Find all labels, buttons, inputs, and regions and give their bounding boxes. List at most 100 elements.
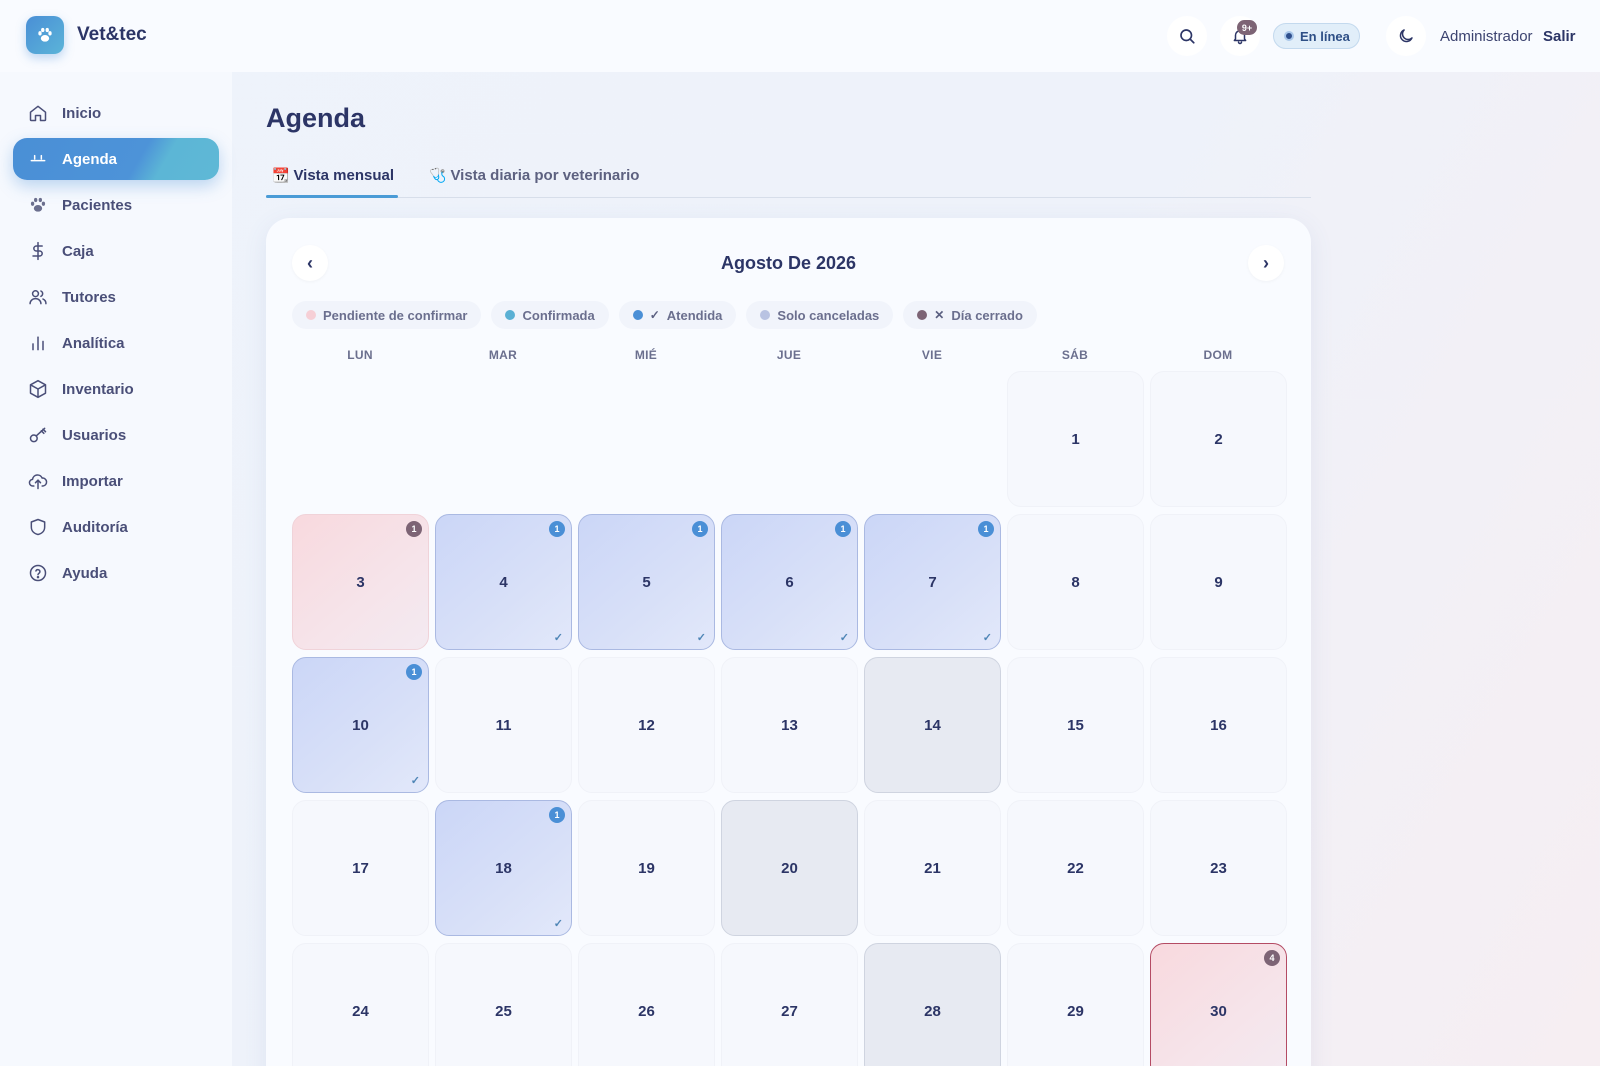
closed-dot-icon: [917, 310, 928, 320]
logo[interactable]: [26, 16, 64, 54]
calendar-day[interactable]: 25: [435, 943, 572, 1066]
calendar-day[interactable]: 13: [721, 657, 858, 793]
sidebar-item-usuarios[interactable]: Usuarios: [13, 414, 219, 456]
calendar-day[interactable]: 8: [1007, 514, 1144, 650]
check-icon: ✓: [839, 632, 849, 644]
calendar-day[interactable]: 9: [1150, 514, 1287, 650]
help-circle-icon: [27, 562, 49, 584]
sidebar-item-caja[interactable]: Caja: [13, 230, 219, 272]
check-icon: ✓: [553, 918, 563, 930]
calendar-day[interactable]: 30 4: [1150, 943, 1287, 1066]
appointment-count-badge: 1: [549, 807, 565, 823]
shield-icon: [27, 516, 49, 538]
day-number: 27: [781, 1002, 798, 1020]
sidebar-item-agenda[interactable]: Agenda: [13, 138, 219, 180]
calendar-day[interactable]: 16: [1150, 657, 1287, 793]
theme-toggle-button[interactable]: [1386, 16, 1426, 56]
attended-dot-icon: [632, 310, 643, 320]
box-icon: [27, 378, 49, 400]
appointment-count-badge: 1: [692, 521, 708, 537]
sidebar-item-inventario[interactable]: Inventario: [13, 368, 219, 410]
day-number: 7: [928, 573, 937, 591]
calendar-day[interactable]: 6 1 ✓: [721, 514, 858, 650]
search-button[interactable]: [1167, 16, 1207, 56]
calendar-day[interactable]: 14: [864, 657, 1001, 793]
calendar-day[interactable]: 12: [578, 657, 715, 793]
day-number: 16: [1210, 716, 1227, 734]
bar-chart-icon: [27, 332, 49, 354]
calendar-day[interactable]: 26: [578, 943, 715, 1066]
brand-name: Vet&tec: [77, 24, 147, 45]
calendar-day[interactable]: 20: [721, 800, 858, 936]
confirmed-dot-icon: [505, 310, 516, 320]
sidebar-item-ayuda[interactable]: Ayuda: [13, 552, 219, 594]
calendar-icon: [27, 148, 49, 170]
moon-icon: [1399, 29, 1413, 43]
calendar-day[interactable]: 21: [864, 800, 1001, 936]
active-tab-indicator: [266, 195, 398, 198]
calendar-day[interactable]: 19: [578, 800, 715, 936]
calendar-day[interactable]: 28: [864, 943, 1001, 1066]
logout-link[interactable]: Salir: [1543, 28, 1576, 45]
sidebar-item-label: Usuarios: [62, 426, 127, 444]
legend-label: Día cerrado: [951, 307, 1023, 323]
calendar-day[interactable]: 10 1 ✓: [292, 657, 429, 793]
day-number: 12: [638, 716, 655, 734]
calendar-day[interactable]: 24: [292, 943, 429, 1066]
sidebar-item-tutores[interactable]: Tutores: [13, 276, 219, 318]
calendar-day[interactable]: 2: [1150, 371, 1287, 507]
day-number: 14: [924, 716, 941, 734]
next-month-button[interactable]: ›: [1248, 245, 1284, 281]
sidebar-item-importar[interactable]: Importar: [13, 460, 219, 502]
day-number: 24: [352, 1002, 369, 1020]
status-label: En línea: [1300, 28, 1350, 44]
calendar-day[interactable]: 15: [1007, 657, 1144, 793]
prev-month-button[interactable]: ‹: [292, 245, 328, 281]
day-number: 22: [1067, 859, 1084, 877]
sidebar-item-label: Inventario: [62, 380, 134, 398]
check-icon: ✓: [553, 632, 563, 644]
day-number: 5: [642, 573, 651, 591]
sidebar-item-auditoria[interactable]: Auditoría: [13, 506, 219, 548]
calendar-day[interactable]: 18 1 ✓: [435, 800, 572, 936]
day-number: 10: [352, 716, 369, 734]
status-dot-icon: [1284, 31, 1294, 41]
day-number: 19: [638, 859, 655, 877]
sidebar-item-label: Caja: [62, 242, 94, 260]
tab-vista-mensual[interactable]: 📆 Vista mensual: [272, 167, 394, 184]
calendar-day[interactable]: 27: [721, 943, 858, 1066]
calendar-icon: 📆: [272, 167, 290, 183]
day-number: 9: [1214, 573, 1223, 591]
users-icon: [27, 286, 49, 308]
key-icon: [27, 424, 49, 446]
legend-label: Atendida: [666, 307, 723, 323]
day-number: 3: [356, 573, 365, 591]
stethoscope-icon: 🩺: [429, 167, 447, 183]
calendar-day[interactable]: 22: [1007, 800, 1144, 936]
weekday-header: LUN: [347, 348, 373, 362]
appointment-count-badge: 1: [549, 521, 565, 537]
sidebar-item-label: Analítica: [62, 334, 125, 352]
calendar-day[interactable]: 1: [1007, 371, 1144, 507]
sidebar-item-inicio[interactable]: Inicio: [13, 92, 219, 134]
day-number: 13: [781, 716, 798, 734]
calendar-day[interactable]: 17: [292, 800, 429, 936]
user-name[interactable]: Administrador: [1440, 28, 1533, 45]
calendar-day[interactable]: 7 1 ✓: [864, 514, 1001, 650]
notifications-badge: 9+: [1237, 20, 1257, 35]
calendar-day[interactable]: 4 1 ✓: [435, 514, 572, 650]
sidebar-item-pacientes[interactable]: Pacientes: [13, 184, 219, 226]
day-number: 25: [495, 1002, 512, 1020]
cancelled-dot-icon: [760, 310, 771, 320]
calendar-day[interactable]: 11: [435, 657, 572, 793]
dollar-icon: [27, 240, 49, 262]
tab-vista-diaria[interactable]: 🩺 Vista diaria por veterinario: [429, 167, 639, 184]
calendar-day[interactable]: 5 1 ✓: [578, 514, 715, 650]
calendar-day[interactable]: 29: [1007, 943, 1144, 1066]
weekday-header: SÁB: [1061, 348, 1089, 362]
sidebar-item-label: Inicio: [62, 104, 102, 122]
sidebar-item-analitica[interactable]: Analítica: [13, 322, 219, 364]
calendar-day[interactable]: 23: [1150, 800, 1287, 936]
sidebar-item-label: Tutores: [62, 288, 116, 306]
